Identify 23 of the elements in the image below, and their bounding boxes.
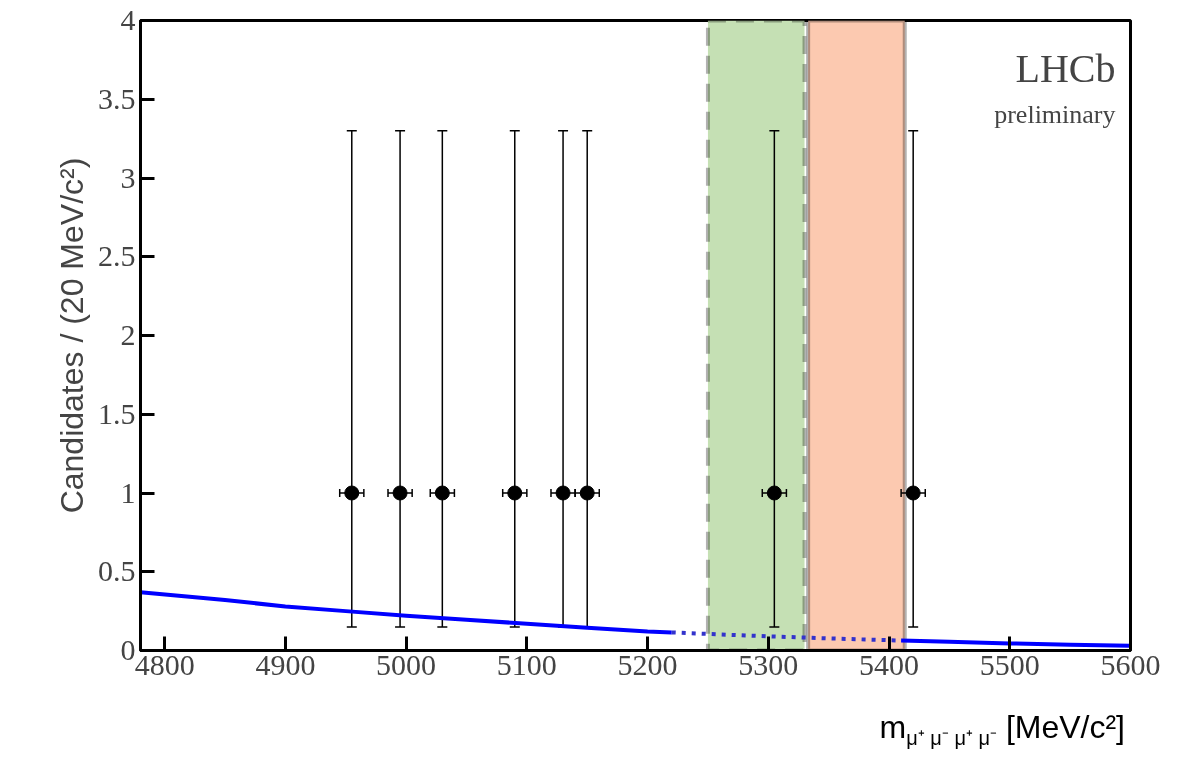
y-tick-label: 4	[120, 3, 136, 36]
x-tick-label: 5000	[376, 647, 437, 681]
x-tick-label: 5500	[979, 647, 1040, 681]
y-tick-label: 2	[120, 318, 136, 351]
x-axis-title: m$_{μ⁺ μ⁻ μ⁺ μ⁻}$ [MeV/c²]	[878, 708, 1125, 752]
x-tick-label: 5100	[496, 647, 557, 681]
x-tick-label: 5600	[1100, 647, 1161, 681]
annotation: LHCb	[1015, 45, 1116, 91]
y-tick-label: 2.5	[98, 239, 136, 273]
annotation: preliminary	[994, 99, 1116, 129]
y-tick-label: 0.5	[98, 554, 136, 588]
line-series	[140, 590, 674, 635]
y-tick-label: 1	[120, 475, 136, 509]
y-tick-label: 3	[120, 160, 136, 194]
x-tick-label: 5400	[859, 647, 920, 681]
x-tick-label: 5200	[617, 647, 678, 681]
y-tick-label: 3.5	[98, 81, 136, 115]
x-tick-label: 4900	[255, 647, 316, 681]
y-tick-label: 1.5	[98, 396, 136, 430]
x-tick-label: 4800	[134, 647, 195, 681]
y-tick-label: 0	[120, 633, 136, 666]
y-axis-title: Candidates / (20 MeV/c²)	[54, 157, 90, 514]
x-tick-label: 5300	[738, 647, 799, 681]
